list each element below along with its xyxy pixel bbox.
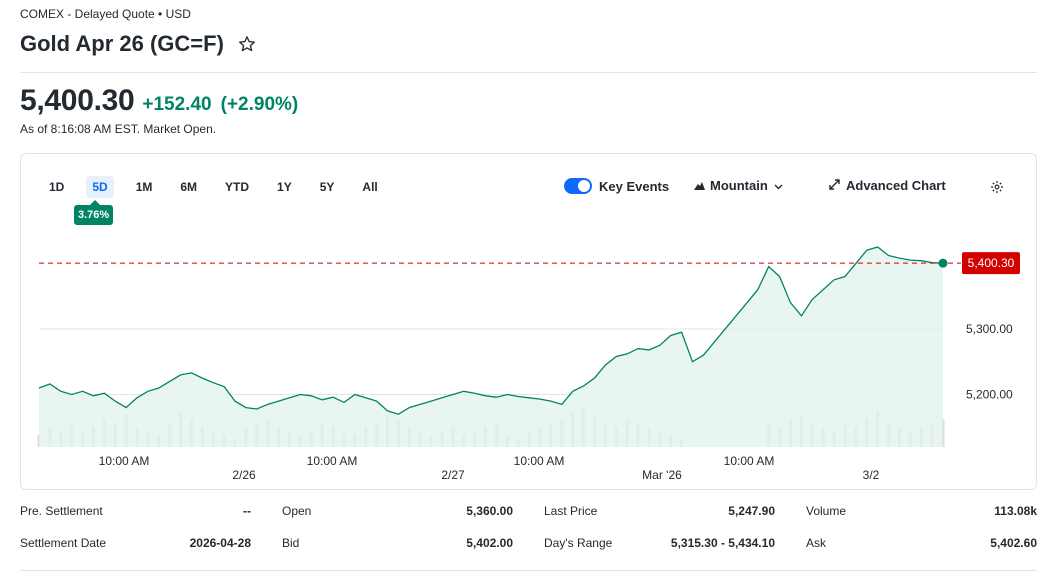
range-6m[interactable]: 6M bbox=[180, 180, 198, 194]
x-tick-label: 10:00 AM bbox=[514, 454, 565, 468]
x-tick-label: 10:00 AM bbox=[724, 454, 775, 468]
star-icon[interactable] bbox=[238, 35, 256, 53]
chart-type-label: Mountain bbox=[710, 178, 768, 193]
header-divider bbox=[20, 72, 1037, 73]
stat-label: Pre. Settlement bbox=[20, 504, 103, 518]
page-title: Gold Apr 26 (GC=F) bbox=[20, 31, 224, 56]
stat-row: Open 5,360.00 bbox=[282, 504, 513, 518]
advanced-chart-label: Advanced Chart bbox=[846, 178, 946, 193]
current-price: 5,400.30 bbox=[20, 84, 135, 117]
price-line bbox=[38, 246, 944, 415]
expand-icon bbox=[829, 178, 840, 193]
gear-icon bbox=[990, 180, 1004, 197]
range-1y[interactable]: 1Y bbox=[277, 180, 292, 194]
price-change-percent: (+2.90%) bbox=[220, 94, 299, 115]
chart-card: 1D 5D 1M 6M YTD 1Y 5Y All 3.76% Key Events Moun… bbox=[20, 153, 1037, 490]
range-selector: 1D 5D 1M 6M YTD 1Y 5Y All bbox=[43, 176, 400, 198]
stat-value: 5,360.00 bbox=[466, 504, 513, 518]
range-ytd[interactable]: YTD bbox=[225, 180, 250, 194]
x-tick-label: 10:00 AM bbox=[307, 454, 358, 468]
mountain-icon bbox=[694, 178, 705, 193]
stat-value: 5,402.00 bbox=[466, 536, 513, 550]
stat-value: 5,402.60 bbox=[990, 536, 1037, 550]
stat-value: -- bbox=[243, 504, 251, 518]
advanced-chart-button[interactable]: Advanced Chart bbox=[829, 178, 946, 193]
stat-label: Day's Range bbox=[544, 536, 613, 550]
x-tick-label: 3/2 bbox=[863, 468, 880, 482]
stats-divider bbox=[20, 570, 1037, 571]
as-of-text: As of 8:16:08 AM EST. Market Open. bbox=[20, 122, 217, 136]
stat-row: Bid 5,402.00 bbox=[282, 536, 513, 550]
stat-row: Pre. Settlement -- bbox=[20, 504, 251, 518]
stat-label: Ask bbox=[806, 536, 827, 550]
x-tick-label: 2/27 bbox=[441, 468, 465, 482]
stat-value: 5,315.30 - 5,434.10 bbox=[670, 536, 775, 550]
title-row: Gold Apr 26 (GC=F) bbox=[20, 31, 256, 57]
key-events-toggle[interactable]: Key Events bbox=[564, 178, 669, 194]
x-tick-label: Mar '26 bbox=[642, 468, 682, 482]
range-5y[interactable]: 5Y bbox=[319, 180, 335, 194]
range-5d[interactable]: 5D bbox=[86, 176, 114, 198]
settings-button[interactable] bbox=[990, 180, 1004, 197]
stat-row: Last Price 5,247.90 bbox=[544, 504, 775, 518]
exchange-label: COMEX - Delayed Quote • USD bbox=[20, 7, 191, 21]
x-tick-label: 2/26 bbox=[232, 468, 256, 482]
stat-label: Open bbox=[282, 504, 312, 518]
chart-type-dropdown[interactable]: Mountain bbox=[694, 178, 783, 193]
stat-label: Last Price bbox=[544, 504, 598, 518]
chevron-down-icon bbox=[774, 178, 783, 193]
y-tick-label: 5,200.00 bbox=[966, 388, 1013, 402]
price-change: +152.40 bbox=[142, 94, 212, 115]
stat-row: Settlement Date 2026-04-28 bbox=[20, 536, 251, 550]
price-area bbox=[39, 247, 943, 447]
price-row: 5,400.30 +152.40 (+2.90%) bbox=[20, 84, 298, 118]
stat-row: Volume 113.08k bbox=[806, 504, 1037, 518]
range-1m[interactable]: 1M bbox=[135, 180, 153, 194]
y-tick-label: 5,300.00 bbox=[966, 322, 1013, 336]
stat-row: Ask 5,402.60 bbox=[806, 536, 1037, 550]
range-1d[interactable]: 1D bbox=[49, 180, 65, 194]
stat-value: 113.08k bbox=[994, 504, 1037, 518]
stat-value: 2026-04-28 bbox=[189, 536, 251, 550]
last-price-dot bbox=[938, 258, 948, 268]
price-tag-label: 5,400.30 bbox=[968, 256, 1015, 270]
stat-label: Volume bbox=[806, 504, 847, 518]
stat-row: Day's Range 5,315.30 - 5,434.10 bbox=[544, 536, 775, 550]
toggle-switch[interactable] bbox=[564, 178, 592, 194]
range-change-badge: 3.76% bbox=[74, 200, 114, 225]
key-events-label: Key Events bbox=[599, 178, 670, 194]
stat-value: 5,247.90 bbox=[728, 504, 775, 518]
stat-label: Bid bbox=[282, 536, 300, 550]
price-tag bbox=[962, 252, 1020, 275]
range-all[interactable]: All bbox=[362, 180, 378, 194]
price-chart[interactable]: 5,300.00 5,200.00 5,400.30 10:00 AM 2/26 10:0… bbox=[21, 154, 1038, 491]
stat-label: Settlement Date bbox=[20, 536, 107, 550]
x-tick-label: 10:00 AM bbox=[99, 454, 150, 468]
